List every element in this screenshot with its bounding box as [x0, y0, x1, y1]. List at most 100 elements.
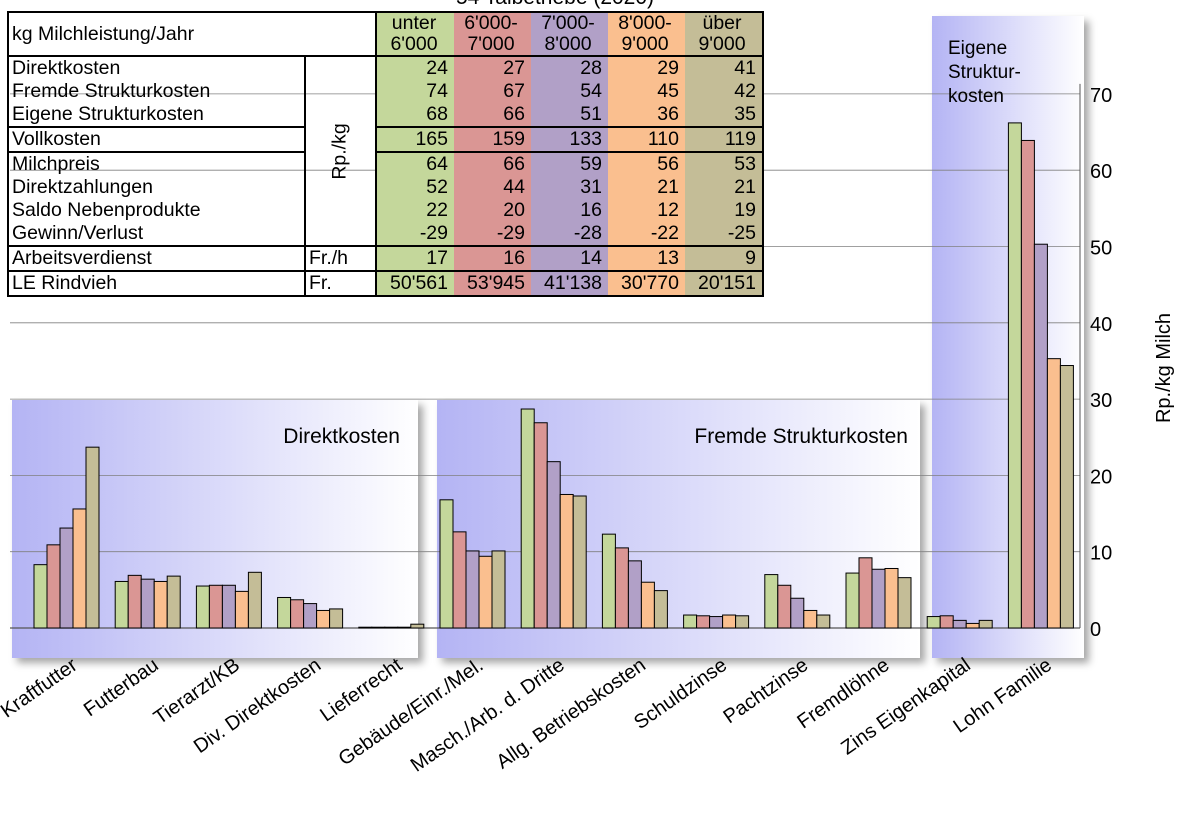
cell: 28: [531, 56, 608, 80]
bar: [790, 597, 805, 629]
row-label: Vollkosten: [7, 126, 306, 153]
y-tick-label: 50: [1090, 238, 1112, 260]
y-tick-label: 60: [1090, 161, 1112, 183]
bar: [195, 585, 210, 629]
y-tick-label: 40: [1090, 314, 1112, 336]
row-label: LE Rindvieh: [7, 271, 306, 297]
bar: [884, 567, 899, 629]
row-label: Direktkosten: [7, 56, 306, 80]
bar: [140, 578, 155, 629]
bar: [439, 499, 454, 629]
bar: [978, 619, 993, 629]
bar: [572, 495, 587, 629]
bar: [371, 626, 386, 629]
table-row: Gewinn/Verlust -29 -29 -28 -22 -25: [7, 222, 764, 247]
cell: 41'138: [531, 271, 608, 297]
cell: 24: [376, 56, 454, 80]
table-row: Arbeitsverdienst Fr./h 17 16 14 13 9: [7, 246, 764, 272]
cell: 64: [376, 152, 454, 176]
bar: [858, 557, 873, 629]
cell: -29: [376, 222, 454, 247]
bar: [1033, 243, 1048, 629]
bar: [939, 615, 954, 629]
cell: 53'945: [454, 271, 531, 297]
cell: 14: [531, 246, 608, 272]
cell: -22: [608, 222, 685, 247]
table-row: Saldo Nebenprodukte 22 20 16 12 19: [7, 199, 764, 222]
bar: [696, 615, 711, 629]
table-row: Direktzahlungen 52 44 31 21 21: [7, 176, 764, 199]
cell: 50'561: [376, 271, 454, 297]
cell: 66: [454, 103, 531, 127]
bar: [653, 590, 668, 629]
cell: 17: [376, 246, 454, 272]
bar: [533, 422, 548, 629]
bar: [845, 572, 860, 629]
bar: [114, 580, 129, 629]
bars: [33, 122, 1074, 629]
bar: [683, 614, 698, 629]
cell: 20: [454, 199, 531, 222]
table-row: Vollkosten 165 159 133 110 119: [7, 126, 764, 153]
cell: 133: [531, 126, 608, 153]
bar: [627, 560, 642, 629]
group-panels: [12, 16, 1084, 658]
bar: [735, 615, 750, 629]
table-row: Direktkosten Rp./kg 24 27 28 29 41: [7, 56, 764, 247]
cell: -29: [454, 222, 531, 247]
bar: [722, 614, 737, 629]
row-label: Gewinn/Verlust: [7, 222, 306, 247]
page-title: 54 Talbetriebe (2020): [340, 0, 770, 10]
x-tick-label: Kraftfutter: [0, 654, 82, 723]
bar: [452, 531, 467, 629]
bar: [1046, 358, 1061, 629]
bar: [640, 581, 655, 629]
cell: 29: [608, 56, 685, 80]
cell: 12: [608, 199, 685, 222]
cell: 119: [685, 126, 764, 153]
table-header-row: kg Milchleistung/Jahr unter 6'000 6'000- 7…: [7, 11, 764, 57]
bar: [247, 571, 262, 629]
bar: [952, 619, 967, 629]
bar: [546, 461, 561, 629]
cell: 159: [454, 126, 531, 153]
bar: [329, 608, 344, 629]
bar: [234, 590, 249, 629]
bar: [85, 446, 100, 629]
cell: -25: [685, 222, 764, 247]
bar: [478, 555, 493, 629]
bar: [153, 580, 168, 629]
group-label-eigene-strukturkosten: Struktur-: [948, 62, 1021, 83]
bar: [764, 574, 779, 629]
row-label: Fremde Strukturkosten: [7, 80, 306, 103]
cell: 30'770: [608, 271, 685, 297]
cell: -28: [531, 222, 608, 247]
group-panel-1: [437, 400, 920, 658]
bar: [816, 614, 831, 629]
unit-rpkg: Rp./kg: [305, 56, 377, 247]
y-axis-label: Rp./kg Milch: [1153, 313, 1175, 423]
cell: 20'151: [685, 271, 764, 297]
cell: 35: [685, 103, 764, 127]
cell: 165: [376, 126, 454, 153]
row-label: Eigene Strukturkosten: [7, 103, 306, 127]
cell: 74: [376, 80, 454, 103]
cell: 16: [531, 199, 608, 222]
bar: [397, 626, 412, 629]
bar: [926, 616, 941, 629]
cell: 51: [531, 103, 608, 127]
cell: 59: [531, 152, 608, 176]
bar: [303, 603, 318, 629]
cell: 13: [608, 246, 685, 272]
unit-cell: Fr./h: [305, 246, 377, 272]
cell: 9: [685, 246, 764, 272]
cell: 56: [608, 152, 685, 176]
bar: [559, 493, 574, 629]
y-tick-label: 70: [1090, 85, 1112, 107]
cell: 110: [608, 126, 685, 153]
cell: 52: [376, 176, 454, 199]
table-header-label: kg Milchleistung/Jahr: [7, 11, 377, 57]
row-label: Milchpreis: [7, 152, 306, 176]
row-label: Saldo Nebenprodukte: [7, 199, 306, 222]
bar: [410, 623, 425, 629]
